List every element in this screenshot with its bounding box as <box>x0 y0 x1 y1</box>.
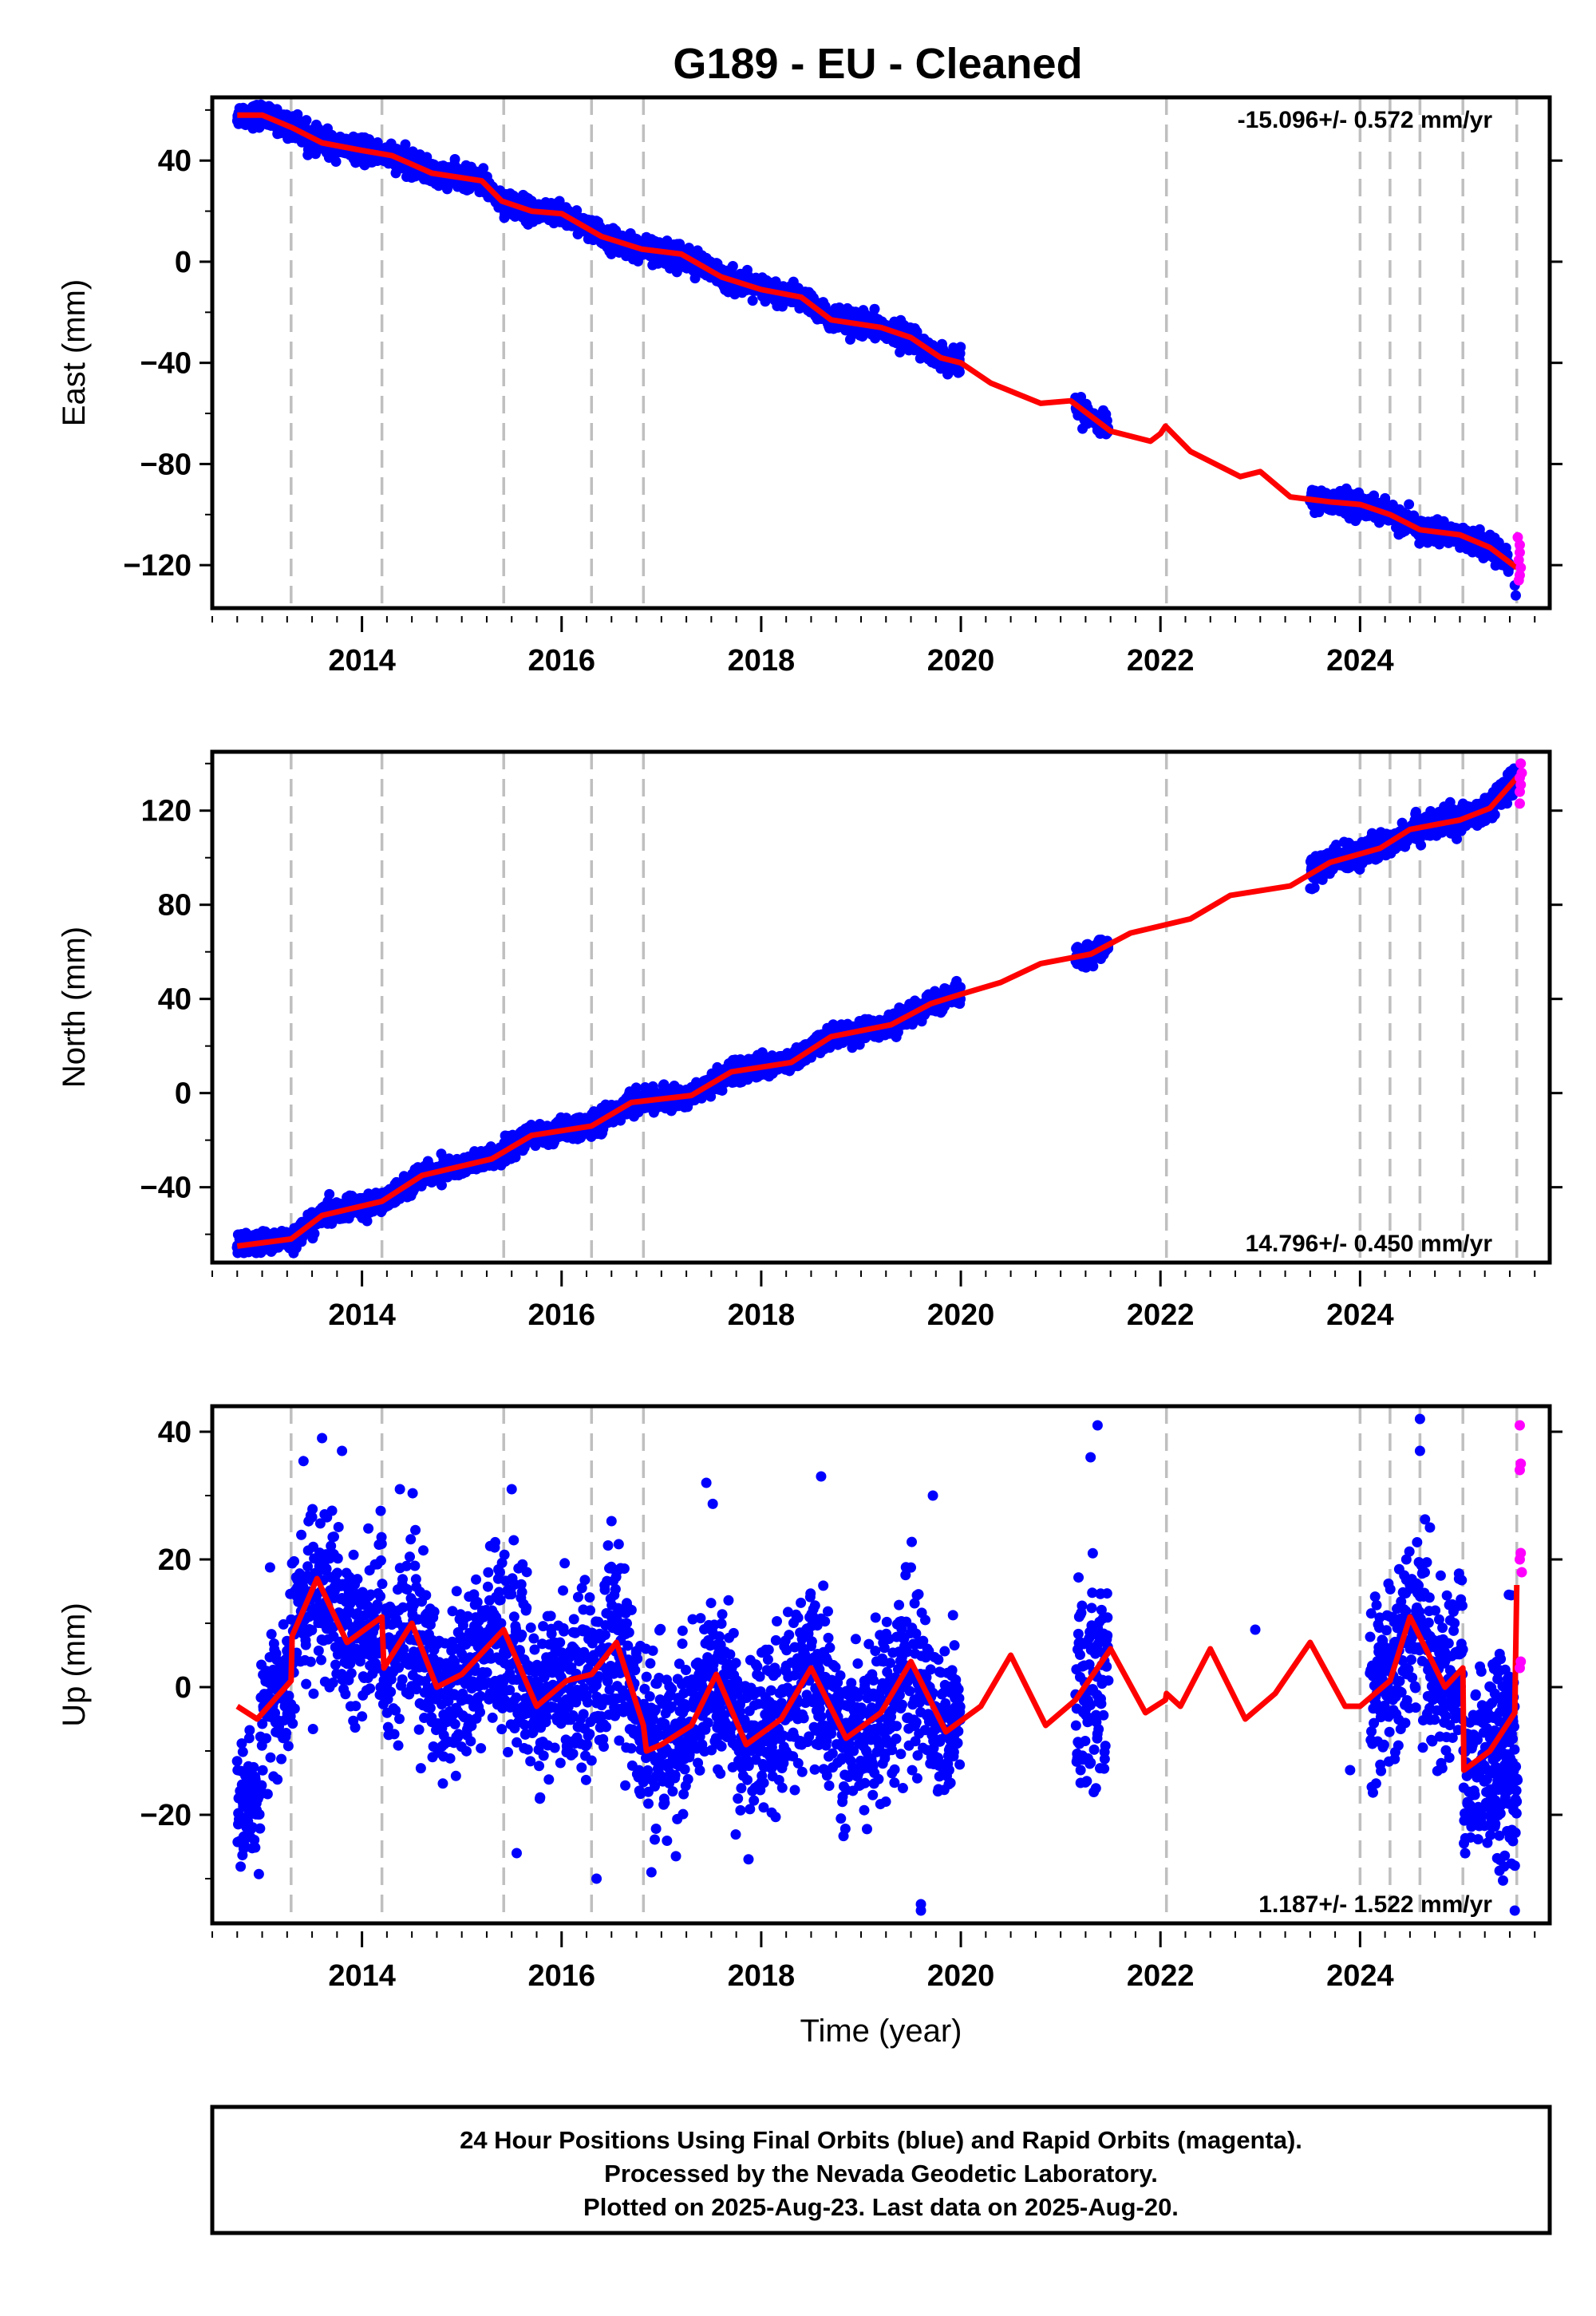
x-tick-label: 2024 <box>1326 644 1394 678</box>
daily-position-point <box>436 1180 447 1191</box>
model-fit-line <box>237 112 1519 571</box>
daily-position-point <box>869 303 880 314</box>
daily-position-point <box>449 153 460 164</box>
daily-position-point <box>954 366 965 377</box>
daily-position-point <box>478 163 489 174</box>
plot-area <box>231 752 1527 1263</box>
daily-positions-group <box>231 763 1520 1259</box>
daily-position-point <box>820 301 831 312</box>
x-tick-label: 2016 <box>527 644 595 678</box>
daily-position-point <box>911 326 922 338</box>
daily-positions-group <box>231 99 1521 601</box>
daily-position-point <box>717 1085 728 1096</box>
outlier-point <box>1510 590 1521 601</box>
daily-position-point <box>727 260 738 271</box>
x-tick-label: 2022 <box>1127 644 1195 678</box>
y-tick-label: −120 <box>123 549 192 583</box>
velocity-rate-label: -15.096+/- 0.572 mm/yr <box>1238 107 1493 133</box>
rapid-orbit-point <box>1514 547 1525 558</box>
y-tick-label: −80 <box>140 448 192 481</box>
y-tick-label: −40 <box>140 347 192 381</box>
daily-position-point <box>1404 499 1415 510</box>
rapid-orbit-point <box>1514 539 1525 551</box>
plot-frame <box>210 95 1552 611</box>
panel-east: −120 −80 −40 0 40 2014 2016 2018 2020 2022 2024 Eas… <box>57 95 1562 678</box>
y-tick-label: 0 <box>175 246 192 279</box>
daily-position-point <box>630 1082 642 1093</box>
daily-position-point <box>400 139 411 150</box>
daily-position-point <box>747 295 758 306</box>
daily-position-point <box>1076 391 1087 402</box>
daily-position-point <box>955 342 966 353</box>
x-tick-label: 2014 <box>328 644 396 678</box>
x-tick-label: 2020 <box>927 644 995 678</box>
daily-position-point <box>361 1215 373 1227</box>
plot-area <box>231 97 1527 608</box>
daily-position-point <box>301 115 312 126</box>
y-axis-label: East (mm) <box>57 279 92 426</box>
figure-title: G189 - EU - Cleaned <box>673 40 1082 88</box>
x-tick-label: 2018 <box>728 644 796 678</box>
daily-position-point <box>324 1188 335 1199</box>
rapid-orbit-point <box>1513 575 1524 586</box>
rapid-orbit-point <box>1515 562 1527 573</box>
daily-position-point <box>330 156 342 168</box>
daily-position-point <box>309 1228 320 1239</box>
y-tick-label: 40 <box>158 144 192 178</box>
